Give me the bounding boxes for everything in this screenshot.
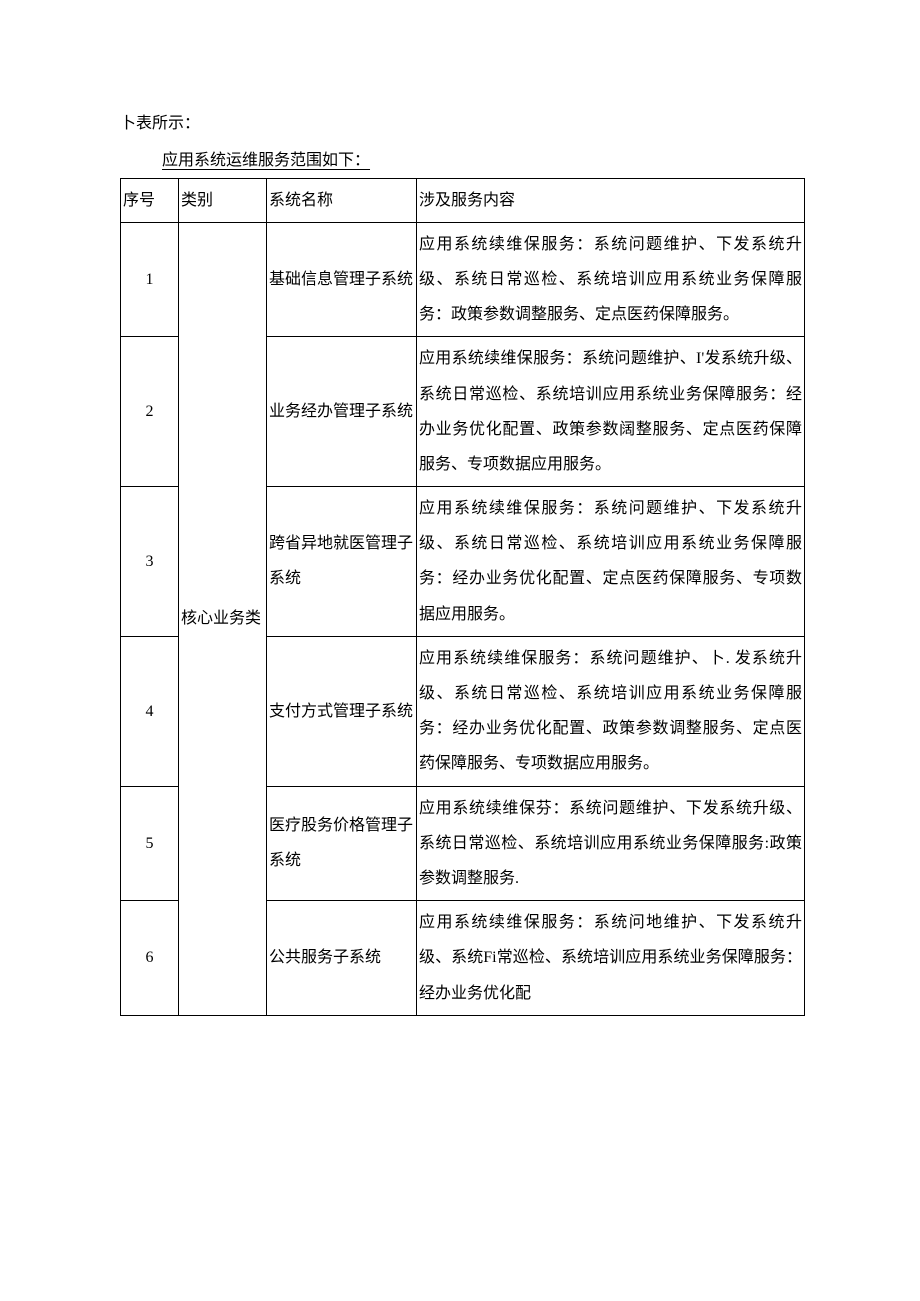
cell-content: 应用系统续维保服务：系统问题维护、卜. 发系统升级、系统日常巡检、系统培训应用系… bbox=[417, 636, 805, 786]
cell-seq: 5 bbox=[121, 786, 179, 901]
header-content: 涉及服务内容 bbox=[417, 178, 805, 222]
cell-system: 跨省异地就医管理子系统 bbox=[267, 487, 417, 637]
cell-system: 业务经办管理子系统 bbox=[267, 337, 417, 487]
cell-seq: 3 bbox=[121, 487, 179, 637]
cell-content: 应用系统续维保芬：系统问题维护、下发系统升级、系统日常巡检、系统培训应用系统业务… bbox=[417, 786, 805, 901]
cell-content: 应用系统续维保服务：系统问题维护、I'发系统升级、系统日常巡检、系统培训应用系统… bbox=[417, 337, 805, 487]
cell-system: 支付方式管理子系统 bbox=[267, 636, 417, 786]
cell-seq: 6 bbox=[121, 901, 179, 1016]
cell-seq: 2 bbox=[121, 337, 179, 487]
table-header-row: 序号 类别 系统名称 涉及服务内容 bbox=[121, 178, 805, 222]
cell-system: 公共服务子系统 bbox=[267, 901, 417, 1016]
cell-seq: 1 bbox=[121, 222, 179, 337]
table-subtitle: 应用系统运维服务范围如下： bbox=[120, 147, 805, 176]
intro-text: 卜表所示： bbox=[120, 110, 805, 139]
cell-category: 核心业务类 bbox=[179, 222, 267, 1015]
cell-content: 应用系统续维保服务：系统问题维护、下发系统升级、系统日常巡检、系统培训应用系统业… bbox=[417, 487, 805, 637]
document-page: 卜表所示： 应用系统运维服务范围如下： 序号 类别 系统名称 涉及服务内容 1 … bbox=[0, 0, 920, 1096]
cell-content: 应用系统续维保服务：系统问题维护、下发系统升级、系统日常巡检、系统培训应用系统业… bbox=[417, 222, 805, 337]
header-category: 类别 bbox=[179, 178, 267, 222]
service-scope-table: 序号 类别 系统名称 涉及服务内容 1 核心业务类 基础信息管理子系统 应用系统… bbox=[120, 178, 805, 1016]
cell-system: 医疗股务价格管理子系统 bbox=[267, 786, 417, 901]
cell-content: 应用系统续维保服务：系统问地维护、下发系统升级、系统Fi常巡检、系统培训应用系统… bbox=[417, 901, 805, 1016]
cell-system: 基础信息管理子系统 bbox=[267, 222, 417, 337]
cell-seq: 4 bbox=[121, 636, 179, 786]
header-seq: 序号 bbox=[121, 178, 179, 222]
table-row: 1 核心业务类 基础信息管理子系统 应用系统续维保服务：系统问题维护、下发系统升… bbox=[121, 222, 805, 337]
header-system: 系统名称 bbox=[267, 178, 417, 222]
